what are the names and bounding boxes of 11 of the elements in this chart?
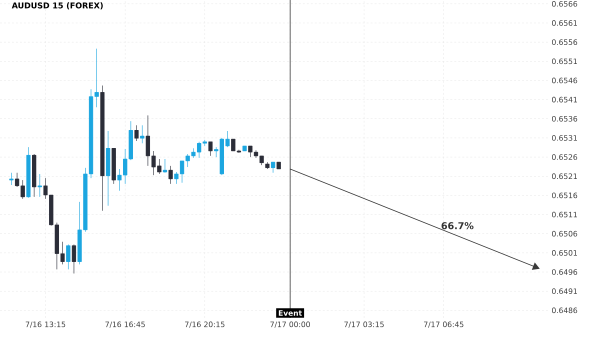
candlestick [270, 162, 276, 174]
candlestick [72, 244, 76, 274]
candlestick [162, 158, 168, 174]
candlestick [208, 141, 213, 156]
candlestick [38, 174, 42, 198]
annotation: 66.7% [442, 222, 474, 230]
candlestick [134, 124, 139, 142]
candlestick [9, 172, 14, 186]
candlestick [66, 244, 70, 270]
candlestick [140, 124, 144, 144]
candlestick [168, 166, 173, 184]
